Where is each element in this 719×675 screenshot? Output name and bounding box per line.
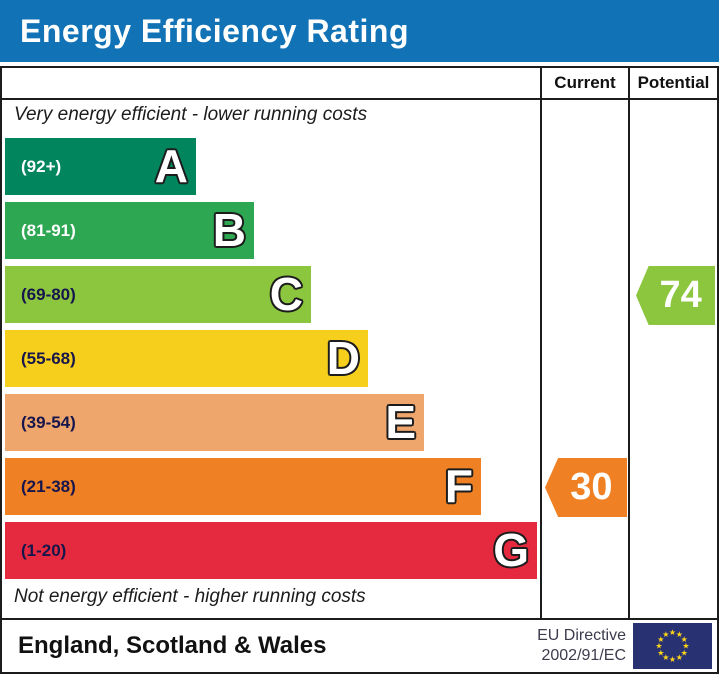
region-label: England, Scotland & Wales bbox=[18, 632, 327, 659]
band-c-bar: (69-80) C bbox=[5, 266, 311, 323]
band-g-bar: (1-20) G bbox=[5, 522, 537, 579]
potential-column-header: Potential bbox=[637, 73, 710, 92]
band-f-range: (21-38) bbox=[21, 477, 76, 496]
eu-flag-icon: ★ ★ ★ ★ ★ ★ ★ ★ ★ ★ ★ ★ bbox=[633, 623, 712, 669]
band-e-letter: E bbox=[385, 396, 416, 448]
svg-text:★: ★ bbox=[657, 648, 664, 657]
rating-table: Current Potential Very energy efficient … bbox=[0, 66, 719, 620]
svg-text:★: ★ bbox=[662, 653, 669, 662]
svg-text:★: ★ bbox=[676, 630, 683, 639]
svg-text:★: ★ bbox=[657, 635, 664, 644]
footer-bar: England, Scotland & Wales EU Directive 2… bbox=[0, 620, 719, 674]
eu-directive-label: EU Directive 2002/91/EC bbox=[537, 626, 626, 666]
band-d-letter: D bbox=[326, 332, 360, 384]
band-f-letter: F bbox=[444, 460, 473, 512]
band-g-range: (1-20) bbox=[21, 541, 67, 560]
svg-text:★: ★ bbox=[655, 642, 662, 651]
current-rating-arrow: 30 bbox=[545, 458, 627, 517]
band-b-range: (81-91) bbox=[21, 221, 76, 240]
current-rating-value: 30 bbox=[570, 466, 613, 508]
band-b-bar: (81-91) B bbox=[5, 202, 254, 259]
potential-rating-value: 74 bbox=[659, 274, 702, 316]
header-row-divider bbox=[2, 98, 717, 100]
band-c-letter: C bbox=[269, 268, 303, 320]
page-title: Energy Efficiency Rating bbox=[20, 12, 409, 49]
current-column-header: Current bbox=[554, 73, 616, 92]
svg-text:★: ★ bbox=[669, 655, 676, 664]
band-b-letter: B bbox=[212, 204, 246, 256]
eu-directive-line1: EU Directive bbox=[537, 627, 626, 644]
band-d-bar: (55-68) D bbox=[5, 330, 368, 387]
svg-text:★: ★ bbox=[676, 653, 683, 662]
band-f-bar: (21-38) F bbox=[5, 458, 481, 515]
band-e-range: (39-54) bbox=[21, 413, 76, 432]
top-note: Very energy efficient - lower running co… bbox=[14, 104, 368, 125]
band-a-letter: A bbox=[154, 140, 188, 192]
potential-rating-arrow: 74 bbox=[636, 266, 715, 325]
svg-text:★: ★ bbox=[669, 628, 676, 637]
svg-text:★: ★ bbox=[662, 630, 669, 639]
potential-column-divider bbox=[628, 68, 630, 618]
eu-flag-field bbox=[633, 623, 712, 669]
svg-text:★: ★ bbox=[681, 635, 688, 644]
title-bar: Energy Efficiency Rating bbox=[0, 0, 719, 62]
bottom-note: Not energy efficient - higher running co… bbox=[14, 586, 366, 607]
band-g-letter: G bbox=[493, 524, 529, 576]
band-a-range: (92+) bbox=[21, 157, 62, 176]
eu-directive-line2: 2002/91/EC bbox=[541, 647, 626, 664]
band-e-bar: (39-54) E bbox=[5, 394, 424, 451]
band-c-range: (69-80) bbox=[21, 285, 76, 304]
band-d-range: (55-68) bbox=[21, 349, 76, 368]
svg-text:★: ★ bbox=[681, 648, 688, 657]
svg-text:★: ★ bbox=[682, 642, 689, 651]
current-column-divider bbox=[540, 68, 542, 618]
eu-flag-stars: ★ ★ ★ ★ ★ ★ ★ ★ ★ ★ ★ ★ bbox=[655, 628, 689, 664]
band-a-bar: (92+) A bbox=[5, 138, 196, 195]
